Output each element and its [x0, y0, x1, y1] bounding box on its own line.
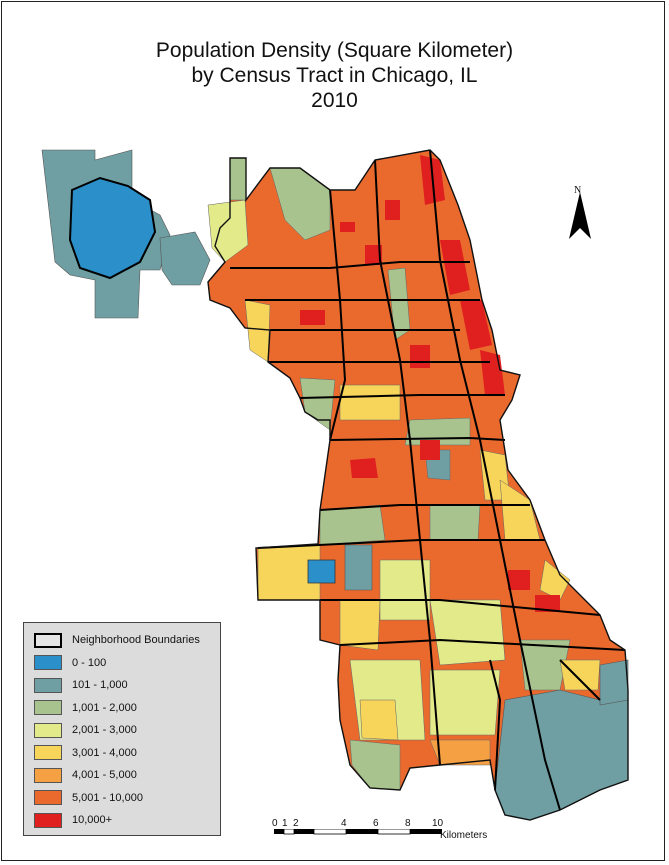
legend-swatch: [34, 745, 62, 760]
legend-item: 4,001 - 5,000: [34, 766, 137, 784]
patch: [429, 739, 491, 766]
scale-unit: Kilometers: [440, 830, 488, 841]
legend-label: 101 - 1,000: [72, 679, 128, 691]
scale-tick: 2: [293, 818, 299, 829]
title-line-1: Population Density (Square Kilometer): [155, 39, 514, 62]
scale-tick: 6: [373, 818, 379, 829]
legend-swatch: [34, 632, 62, 648]
neighborhood-boundaries: [68, 149, 626, 811]
legend-label: 10,000+: [72, 814, 113, 826]
title-line-2: by Census Tract in Chicago, IL: [191, 64, 478, 87]
legend-label: 0 - 100: [72, 656, 107, 669]
legend-label: Neighborhood Boundaries: [72, 634, 200, 646]
legend-swatch: [34, 767, 62, 783]
patch: [244, 299, 271, 363]
legend-label: 1,001 - 2,000: [72, 701, 137, 714]
legend-item: 5,001 - 10,000: [34, 789, 143, 807]
scale-tick: 4: [341, 818, 347, 829]
legend-swatch: [34, 812, 62, 828]
dense-cluster: [460, 300, 492, 350]
title-line-3: 2010: [311, 89, 358, 112]
legend-swatch: [34, 655, 62, 670]
patch: [319, 504, 386, 546]
scale-bar-graphic: [274, 829, 442, 835]
dense-cluster: [365, 245, 382, 265]
legend-label: 3,001 - 4,000: [72, 746, 137, 759]
dense-cluster: [508, 570, 530, 590]
legend-item: 3,001 - 4,000: [34, 744, 137, 762]
scale-tick: 0: [272, 818, 278, 829]
patch: [229, 157, 247, 201]
patch: [339, 384, 401, 421]
scale-tick: 10: [432, 818, 444, 829]
ohare-strip: [159, 231, 211, 286]
legend-item: 2,001 - 3,000: [34, 721, 137, 739]
scale-tick: 1: [282, 818, 288, 829]
legend-item: 1,001 - 2,000: [34, 699, 137, 717]
patch: [429, 669, 501, 736]
legend-swatch: [34, 700, 62, 715]
legend-label: 2,001 - 3,000: [72, 724, 137, 736]
patch: [207, 199, 249, 263]
dense-cluster: [440, 240, 470, 295]
dense-cluster: [340, 222, 355, 232]
legend-item: 0 - 100: [34, 654, 106, 672]
legend-swatch: [34, 677, 62, 693]
patch: [307, 559, 336, 584]
legend-item: Neighborhood Boundaries: [34, 631, 200, 649]
legend-item: 10,000+: [34, 811, 112, 829]
dense-cluster: [535, 595, 560, 612]
north-arrow-icon: [569, 192, 591, 239]
dense-cluster: [410, 345, 430, 368]
patch: [429, 504, 481, 541]
map-title: Population Density (Square Kilometer) by…: [0, 38, 669, 113]
patch: [494, 689, 629, 821]
north-label: N: [574, 185, 582, 196]
legend-label: 4,001 - 5,000: [72, 769, 137, 781]
patch: [429, 599, 506, 666]
dense-cluster: [385, 200, 400, 220]
legend-swatch: [34, 722, 62, 738]
legend-item: 101 - 1,000: [34, 676, 128, 694]
patch: [349, 739, 401, 791]
patch: [344, 544, 373, 591]
map-legend: Neighborhood Boundaries 0 - 100 101 - 1,00…: [23, 622, 221, 836]
patch: [599, 659, 629, 706]
city-outline: [207, 149, 629, 821]
scale-bar: 0 1 2 4 6 8 10 Kilometers: [268, 818, 488, 848]
dense-cluster: [420, 440, 440, 460]
patch: [359, 699, 399, 741]
legend-label: 5,001 - 10,000: [72, 791, 143, 804]
legend-swatch: [34, 790, 62, 805]
dense-cluster: [300, 310, 325, 325]
dense-cluster: [350, 458, 378, 478]
patch: [559, 659, 601, 691]
scale-tick: 8: [405, 818, 411, 829]
